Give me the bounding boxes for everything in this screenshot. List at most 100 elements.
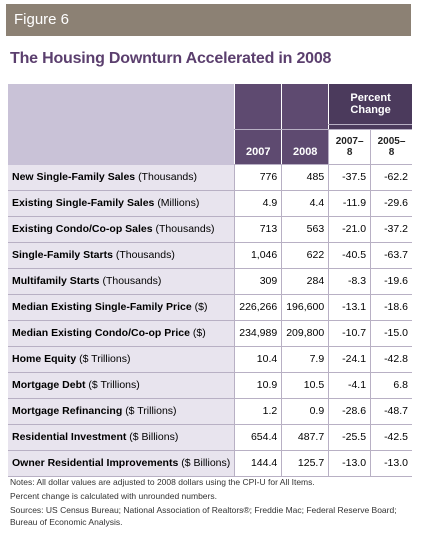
cell: 622 (281, 242, 329, 269)
cell: 10.5 (281, 372, 329, 399)
cell: -11.9 (328, 190, 371, 217)
row-name: Single-Family Starts (12, 249, 113, 261)
row-unit: ($ Billions) (181, 457, 231, 469)
note: Percent change is calculated with unroun… (10, 491, 217, 501)
row-label: Existing Condo/Co-op Sales (Thousands) (8, 216, 235, 243)
cell: -4.1 (328, 372, 371, 399)
cell: 309 (234, 268, 282, 295)
row-name: Median Existing Condo/Co-op Price (12, 327, 190, 339)
cell: 10.4 (234, 346, 282, 373)
cell: -13.1 (328, 294, 371, 321)
row-unit: (Thousands) (155, 223, 215, 235)
cell: -28.6 (328, 398, 371, 425)
row-label: Existing Single-Family Sales (Millions) (8, 190, 235, 217)
row-label: Median Existing Single-Family Price ($) (8, 294, 235, 321)
row-unit: (Thousands) (102, 275, 162, 287)
row-name: New Single-Family Sales (12, 171, 136, 183)
row-name: Existing Condo/Co-op Sales (12, 223, 153, 235)
cell: 776 (234, 164, 282, 191)
row-name: Home Equity (12, 353, 77, 365)
note: Sources: US Census Bureau; National Asso… (10, 505, 397, 527)
title: The Housing Downturn Accelerated in 2008 (10, 50, 332, 67)
table-row: Single-Family Starts (Thousands) 1,046 622… (8, 242, 412, 269)
cell: -15.0 (370, 320, 412, 347)
header-row: Percent Change (8, 84, 412, 130)
group-spacer (328, 124, 412, 130)
column-header: 2005–8 (370, 129, 412, 165)
row-label: Single-Family Starts (Thousands) (8, 242, 235, 269)
table: Percent Change 2007 2008 2007–8 2005–8 New Si… (8, 84, 412, 477)
row-label: Residential Investment ($ Billions) (8, 424, 235, 451)
row-label: New Single-Family Sales (Thousands) (8, 164, 235, 191)
header-row (8, 124, 412, 130)
cell: 654.4 (234, 424, 282, 451)
row-label: Owner Residential Improvements ($ Billio… (8, 450, 235, 477)
cell: 10.9 (234, 372, 282, 399)
cell: -19.6 (370, 268, 412, 295)
row-unit: ($) (192, 327, 206, 339)
table-row: Mortgage Refinancing ($ Trillions) 1.2 0.9… (8, 398, 412, 425)
cell: 6.8 (370, 372, 412, 399)
header-row: 2007 2008 2007–8 2005–8 (8, 129, 412, 165)
column-header: 2007 (234, 129, 282, 165)
header-blank (8, 129, 235, 165)
cell: 563 (281, 216, 329, 243)
cell: -13.0 (370, 450, 412, 477)
cell: -48.7 (370, 398, 412, 425)
cell: 487.7 (281, 424, 329, 451)
cell: -8.3 (328, 268, 371, 295)
cell: -25.5 (328, 424, 371, 451)
table-row: New Single-Family Sales (Thousands) 776 48… (8, 164, 412, 191)
cell: -63.7 (370, 242, 412, 269)
cell: 284 (281, 268, 329, 295)
row-label: Median Existing Condo/Co-op Price ($) (8, 320, 235, 347)
cell: -42.5 (370, 424, 412, 451)
row-name: Mortgage Debt (12, 379, 86, 391)
table-row: Residential Investment ($ Billions) 654.4… (8, 424, 412, 451)
cell: 7.9 (281, 346, 329, 373)
cell: -40.5 (328, 242, 371, 269)
row-unit: (Thousands) (115, 249, 175, 261)
row-unit: (Millions) (157, 197, 200, 209)
header-cell (234, 84, 282, 130)
table-row: Home Equity ($ Trillions) 10.4 7.9 -24.1 -42… (8, 346, 412, 373)
cell: 125.7 (281, 450, 329, 477)
notes: Notes: All dollar values are adjusted to… (10, 476, 410, 530)
header-cell (281, 84, 329, 130)
row-name: Multifamily Starts (12, 275, 100, 287)
cell: -10.7 (328, 320, 371, 347)
table-row: Mortgage Debt ($ Trillions) 10.9 10.5 -4.1 6… (8, 372, 412, 399)
table-row: Median Existing Condo/Co-op Price ($) 234… (8, 320, 412, 347)
cell: 4.9 (234, 190, 282, 217)
cell: -24.1 (328, 346, 371, 373)
column-header: 2007–8 (328, 129, 371, 165)
table-row: Multifamily Starts (Thousands) 309 284 -8.3… (8, 268, 412, 295)
row-name: Residential Investment (12, 431, 127, 443)
cell: 0.9 (281, 398, 329, 425)
cell: 226,266 (234, 294, 282, 321)
cell: -29.6 (370, 190, 412, 217)
row-label: Mortgage Debt ($ Trillions) (8, 372, 235, 399)
cell: -18.6 (370, 294, 412, 321)
cell: 144.4 (234, 450, 282, 477)
cell: 485 (281, 164, 329, 191)
row-unit: ($ Trillions) (125, 405, 177, 417)
row-unit: ($ Trillions) (79, 353, 131, 365)
cell: 4.4 (281, 190, 329, 217)
cell: -13.0 (328, 450, 371, 477)
cell: 713 (234, 216, 282, 243)
row-name: Owner Residential Improvements (12, 457, 179, 469)
row-unit: ($) (194, 301, 208, 313)
note: Notes: All dollar values are adjusted to… (10, 477, 315, 487)
figure-label: Figure 6 (14, 11, 70, 28)
row-unit: ($ Billions) (129, 431, 179, 443)
row-name: Mortgage Refinancing (12, 405, 123, 417)
column-header: 2008 (281, 129, 329, 165)
row-unit: (Thousands) (138, 171, 198, 183)
figure-bar: Figure 6 (6, 4, 411, 36)
table-row: Median Existing Single-Family Price ($) 2… (8, 294, 412, 321)
row-label: Mortgage Refinancing ($ Trillions) (8, 398, 235, 425)
row-label: Home Equity ($ Trillions) (8, 346, 235, 373)
cell: -62.2 (370, 164, 412, 191)
